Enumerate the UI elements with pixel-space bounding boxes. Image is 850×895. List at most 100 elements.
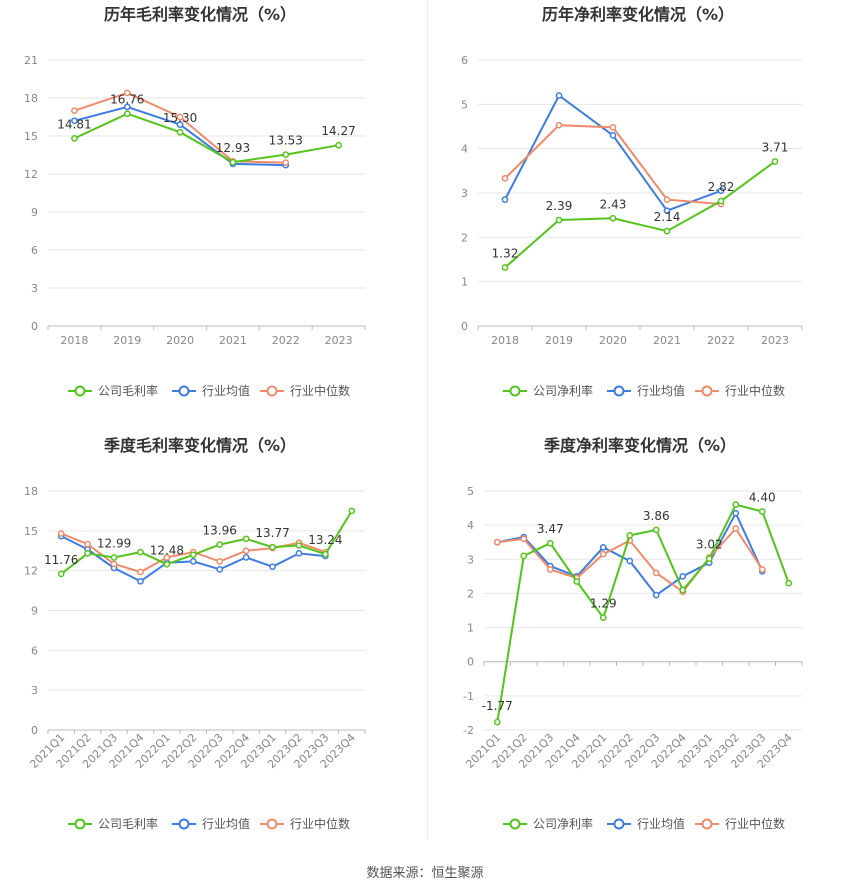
legend-item-industry_avg[interactable]: 行业均值	[172, 383, 250, 398]
data-point-company[interactable]	[555, 216, 563, 224]
data-point-company[interactable]	[573, 578, 581, 585]
data-point-industry_median[interactable]	[123, 89, 131, 97]
data-point-industry_avg[interactable]	[555, 92, 563, 99]
data-point-industry_median[interactable]	[282, 159, 290, 166]
y-tick-label: 6	[31, 244, 38, 257]
data-point-industry_avg[interactable]	[189, 558, 197, 565]
data-point-industry_median[interactable]	[599, 550, 607, 558]
data-point-company[interactable]	[216, 541, 224, 548]
data-point-company[interactable]	[717, 197, 725, 205]
data-point-company[interactable]	[679, 586, 687, 594]
data-point-industry_avg[interactable]	[679, 573, 687, 580]
legend-item-industry_median[interactable]: 行业中位数	[260, 816, 350, 831]
chart-quarterly-net: 季度净利率变化情况（%）-2-10123452021Q12021Q22021Q3…	[463, 436, 803, 831]
data-point-industry_median[interactable]	[546, 566, 554, 573]
data-point-company[interactable]	[663, 227, 671, 235]
data-label: 12.93	[216, 141, 250, 155]
data-point-company[interactable]	[242, 535, 250, 543]
data-point-industry_median[interactable]	[609, 124, 617, 131]
data-point-industry_avg[interactable]	[717, 187, 725, 195]
data-point-company[interactable]	[84, 550, 91, 557]
data-point-company[interactable]	[163, 560, 171, 568]
data-point-company[interactable]	[269, 543, 276, 551]
legend-item-industry_avg[interactable]: 行业均值	[607, 383, 685, 398]
data-point-industry_avg[interactable]	[216, 565, 224, 573]
data-point-industry_median[interactable]	[652, 569, 660, 577]
data-point-company[interactable]	[493, 718, 501, 726]
data-point-company[interactable]	[520, 552, 528, 560]
data-point-company[interactable]	[785, 579, 793, 587]
data-point-company[interactable]	[335, 141, 342, 149]
data-point-company[interactable]	[758, 508, 766, 515]
data-point-industry_median[interactable]	[758, 566, 766, 573]
data-point-industry_median[interactable]	[176, 113, 184, 121]
data-point-industry_median[interactable]	[57, 530, 65, 537]
data-point-company[interactable]	[322, 550, 329, 558]
legend-label: 行业中位数	[725, 816, 785, 831]
data-point-industry_median[interactable]	[84, 540, 91, 548]
data-point-industry_median[interactable]	[110, 560, 118, 568]
data-point-industry_avg[interactable]	[599, 543, 607, 551]
data-label: 11.76	[44, 553, 78, 567]
data-point-industry_avg[interactable]	[626, 557, 634, 565]
data-point-industry_median[interactable]	[520, 535, 528, 543]
data-point-industry_median[interactable]	[493, 538, 501, 546]
data-point-industry_avg[interactable]	[732, 509, 740, 517]
legend-item-industry_median[interactable]: 行业中位数	[695, 816, 785, 831]
data-point-industry_avg[interactable]	[501, 196, 509, 203]
legend-item-industry_median[interactable]: 行业中位数	[260, 383, 350, 398]
data-point-industry_median[interactable]	[242, 547, 250, 555]
data-point-company[interactable]	[57, 570, 65, 578]
data-point-industry_median[interactable]	[137, 568, 144, 576]
data-point-company[interactable]	[599, 614, 607, 622]
data-point-industry_avg[interactable]	[71, 117, 78, 125]
data-label: 15.30	[163, 111, 197, 125]
data-point-company[interactable]	[626, 532, 634, 539]
data-point-industry_avg[interactable]	[242, 554, 250, 561]
data-point-company[interactable]	[771, 158, 779, 165]
x-tick-label: 2021	[219, 334, 247, 347]
data-point-industry_avg[interactable]	[137, 577, 144, 585]
data-point-company[interactable]	[732, 501, 740, 509]
data-point-industry_avg[interactable]	[652, 591, 660, 599]
data-point-company[interactable]	[295, 542, 303, 549]
data-point-industry_median[interactable]	[71, 107, 78, 115]
legend-swatch-marker	[701, 818, 713, 830]
data-point-industry_median[interactable]	[732, 525, 740, 532]
data-point-company[interactable]	[705, 555, 713, 562]
data-point-company[interactable]	[229, 158, 237, 166]
data-point-company[interactable]	[546, 539, 554, 547]
data-point-company[interactable]	[176, 128, 184, 136]
data-point-company[interactable]	[110, 554, 118, 561]
data-point-industry_median[interactable]	[555, 121, 563, 129]
legend-item-company[interactable]: 公司净利率	[503, 816, 593, 831]
legend-item-company[interactable]: 公司净利率	[503, 383, 593, 398]
legend-item-industry_avg[interactable]: 行业均值	[172, 816, 250, 831]
data-point-company[interactable]	[189, 551, 197, 559]
data-point-industry_avg[interactable]	[269, 563, 276, 571]
data-point-company[interactable]	[137, 548, 144, 556]
legend-item-industry_avg[interactable]: 行业均值	[607, 816, 685, 831]
data-point-industry_median[interactable]	[163, 554, 171, 561]
data-point-company[interactable]	[282, 151, 290, 158]
data-point-company[interactable]	[501, 264, 509, 271]
data-point-company[interactable]	[123, 110, 131, 118]
data-point-industry_median[interactable]	[216, 558, 224, 565]
data-point-company[interactable]	[609, 214, 617, 222]
data-point-industry_avg[interactable]	[609, 132, 617, 139]
data-point-company[interactable]	[71, 135, 78, 142]
data-point-industry_avg[interactable]	[176, 121, 184, 128]
legend-item-company[interactable]: 公司毛利率	[68, 816, 158, 831]
data-point-industry_avg[interactable]	[295, 550, 303, 557]
data-point-industry_median[interactable]	[501, 175, 509, 182]
y-tick-label: 9	[31, 206, 38, 219]
legend-item-company[interactable]: 公司毛利率	[68, 383, 158, 398]
data-point-company[interactable]	[348, 507, 356, 515]
data-point-industry_avg[interactable]	[663, 207, 671, 215]
data-point-industry_avg[interactable]	[123, 103, 131, 111]
data-point-company[interactable]	[652, 526, 660, 534]
data-point-industry_median[interactable]	[663, 196, 671, 203]
legend-label: 公司毛利率	[98, 383, 158, 398]
legend-item-industry_median[interactable]: 行业中位数	[695, 383, 785, 398]
